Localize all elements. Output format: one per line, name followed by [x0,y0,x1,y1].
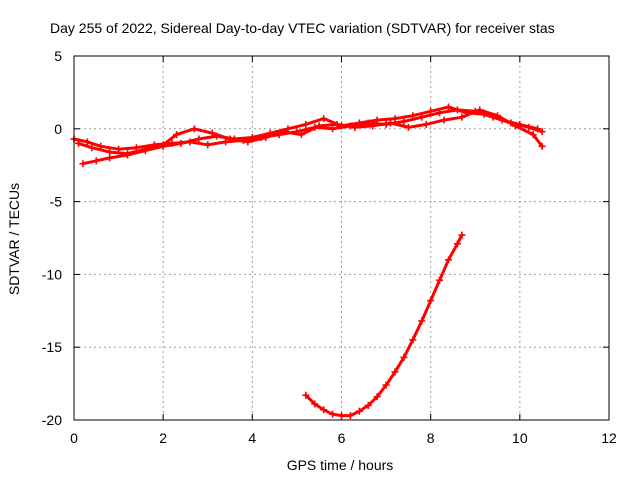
x-tick-label: 10 [512,430,528,446]
grid [74,56,609,420]
data-point [382,381,390,389]
data-point [302,120,310,128]
x-tick-label: 6 [338,430,346,446]
y-tick-label: -10 [42,266,62,282]
data-point [373,116,381,124]
axis-ticks: 0 2 4 6 8 10 12 5 0 -5 -10 -15 -20 [42,48,617,446]
data-point [315,122,323,130]
data-point [534,125,542,133]
series-line-3 [304,233,464,418]
x-tick-label: 8 [427,430,435,446]
data-point [422,120,430,128]
plot-frame [73,55,610,421]
data-point [351,123,359,131]
chart-title: Day 255 of 2022, Sidereal Day-to-day VTE… [50,20,555,36]
data-point [458,113,466,121]
data-point [302,391,310,399]
data-point [458,231,466,239]
x-axis-label: GPS time / hours [287,457,394,473]
y-tick-label: 0 [54,121,62,137]
y-tick-label: -20 [42,412,62,428]
data-point [391,368,399,376]
data-point [244,138,252,146]
data-point [195,135,203,143]
data-point [355,407,363,415]
data-point [177,139,185,147]
series-line-0 [72,108,544,151]
data-point [311,400,319,408]
data-point [346,412,354,420]
data-point [92,157,100,165]
data-point [88,144,96,152]
data-point [79,160,87,168]
data-point [83,138,91,146]
data-point [333,120,341,128]
data-point [106,148,114,156]
data-point [404,123,412,131]
data-point [538,128,546,136]
data-point [418,317,426,325]
y-tick-label: 5 [54,48,62,64]
data-point [476,106,484,114]
data-point [400,353,408,361]
data-point [387,119,395,127]
data-point [364,401,372,409]
data-point [262,134,270,142]
y-tick-label: -5 [50,194,63,210]
data-point [320,115,328,123]
data-point [204,141,212,149]
data-point [320,406,328,414]
data-point [226,135,234,143]
data-point [74,139,82,147]
data-point [427,297,435,305]
data-point [124,150,131,158]
data-point [141,145,149,153]
data-point [280,128,288,136]
data-point [297,131,305,139]
data-point [222,138,230,146]
data-point [338,412,345,420]
data-point [511,122,519,130]
data-series [70,103,546,420]
x-tick-label: 2 [159,430,167,446]
data-point [329,125,337,133]
data-point [190,125,198,133]
data-point [355,119,363,127]
x-tick-label: 4 [248,430,256,446]
data-point [453,240,461,248]
data-point [529,131,537,139]
data-point [373,393,381,401]
data-point [538,142,546,150]
data-point [369,122,377,130]
y-axis-label: SDTVAR / TECUs [6,183,22,295]
y-tick-label: -15 [42,339,62,355]
series-line-2 [77,108,544,156]
data-point [427,107,435,115]
data-point [409,112,417,120]
data-point [208,129,216,137]
data-point [445,256,452,264]
data-point [400,118,408,126]
data-point [329,410,337,418]
data-point [440,116,448,124]
data-point [445,103,452,111]
data-point [494,112,502,120]
data-point [436,276,444,284]
x-tick-label: 12 [601,430,617,446]
data-point [173,131,181,139]
data-point [391,115,399,123]
x-tick-label: 0 [70,430,78,446]
data-point [159,141,167,149]
data-point [409,336,417,344]
